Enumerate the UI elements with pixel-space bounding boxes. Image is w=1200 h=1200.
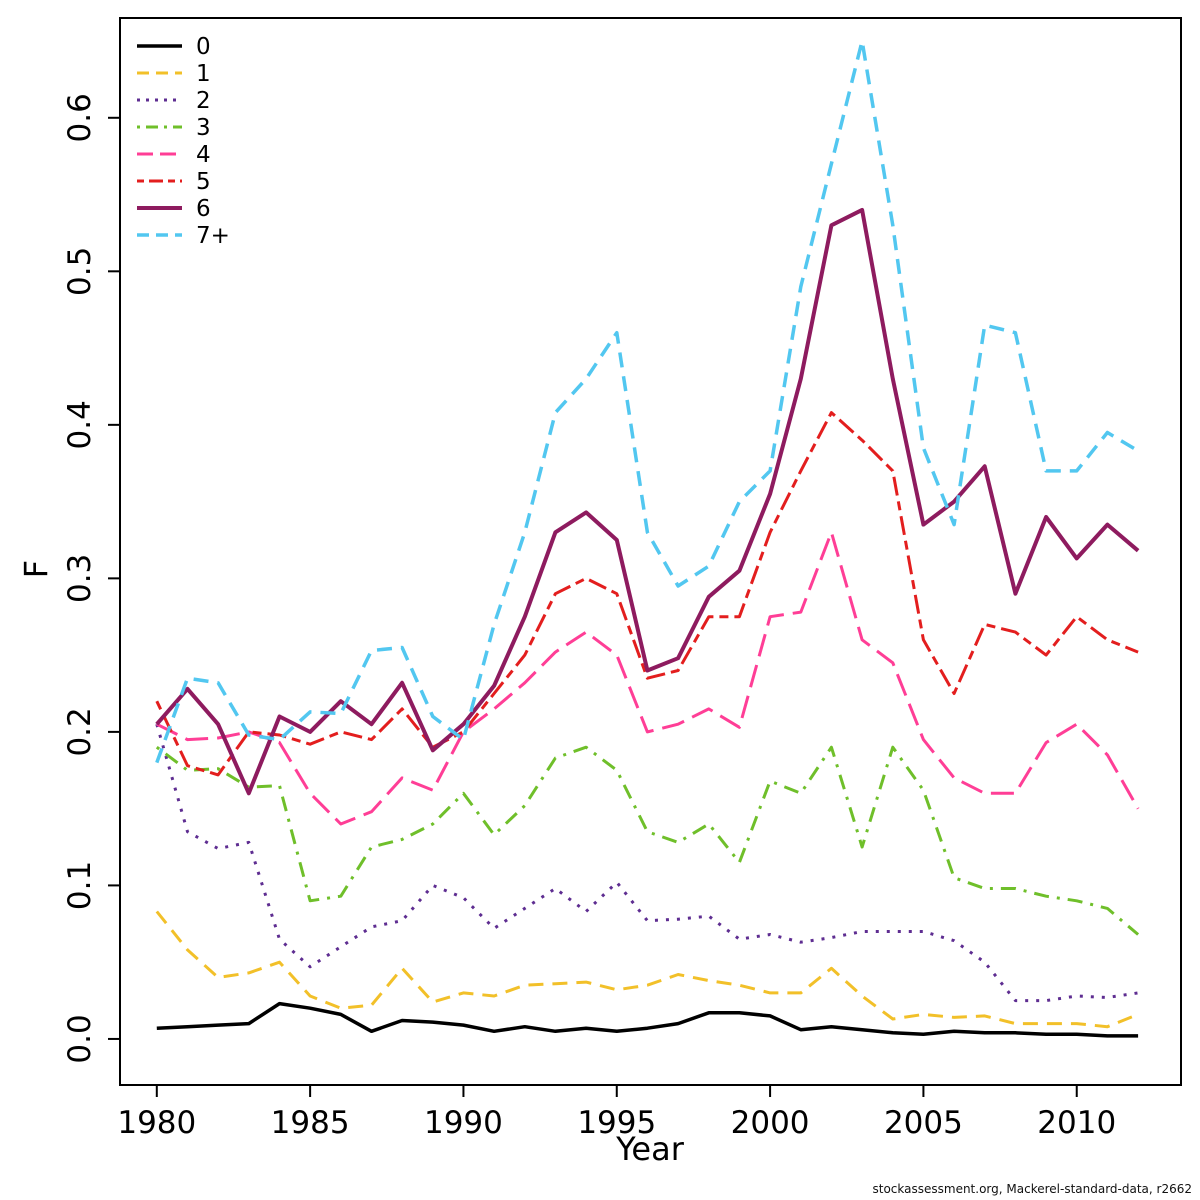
legend-label-age-0: 0: [196, 34, 211, 60]
series-line-age-1: [155, 910, 1139, 1029]
x-axis-title: Year: [616, 1130, 684, 1168]
x-tick-label: 1980: [117, 1105, 196, 1141]
legend-label-age-1: 1: [196, 61, 211, 87]
series-line-age-0: [156, 1001, 1139, 1038]
series-line-age-7+: [155, 39, 1139, 764]
x-tick-label: 2010: [1037, 1105, 1116, 1141]
source-caption: stockassessment.org, Mackerel-standard-d…: [872, 1182, 1193, 1196]
y-tick-label: 0.1: [62, 861, 98, 910]
series-line-age-4: [156, 530, 1140, 826]
x-tick-label: 1990: [424, 1105, 503, 1141]
y-tick-label: 0.2: [62, 707, 98, 756]
x-tick-label: 1995: [577, 1105, 656, 1141]
x-tick-label: 1985: [271, 1105, 350, 1141]
y-tick-label: 0.6: [62, 93, 98, 142]
y-tick-label: 0.4: [62, 400, 98, 449]
y-axis-title: F: [17, 559, 55, 579]
legend-label-age-3: 3: [196, 115, 211, 141]
y-tick-label: 0.0: [62, 1014, 98, 1063]
series-line-age-6: [155, 207, 1140, 796]
y-tick-label: 0.5: [62, 247, 98, 296]
series-line-age-5: [155, 411, 1139, 777]
plot-box: [119, 17, 1182, 1086]
x-tick-label: 2005: [884, 1105, 963, 1141]
series-line-age-2: [155, 723, 1139, 1003]
legend-label-age-7+: 7+: [196, 223, 230, 249]
legend-label-age-6: 6: [196, 196, 211, 222]
x-tick-label: 2000: [731, 1105, 810, 1141]
legend-label-age-5: 5: [196, 169, 211, 195]
legend-label-age-2: 2: [196, 88, 211, 114]
series-line-age-3: [155, 745, 1140, 936]
legend-label-age-4: 4: [196, 142, 211, 168]
y-tick-label: 0.3: [62, 554, 98, 603]
